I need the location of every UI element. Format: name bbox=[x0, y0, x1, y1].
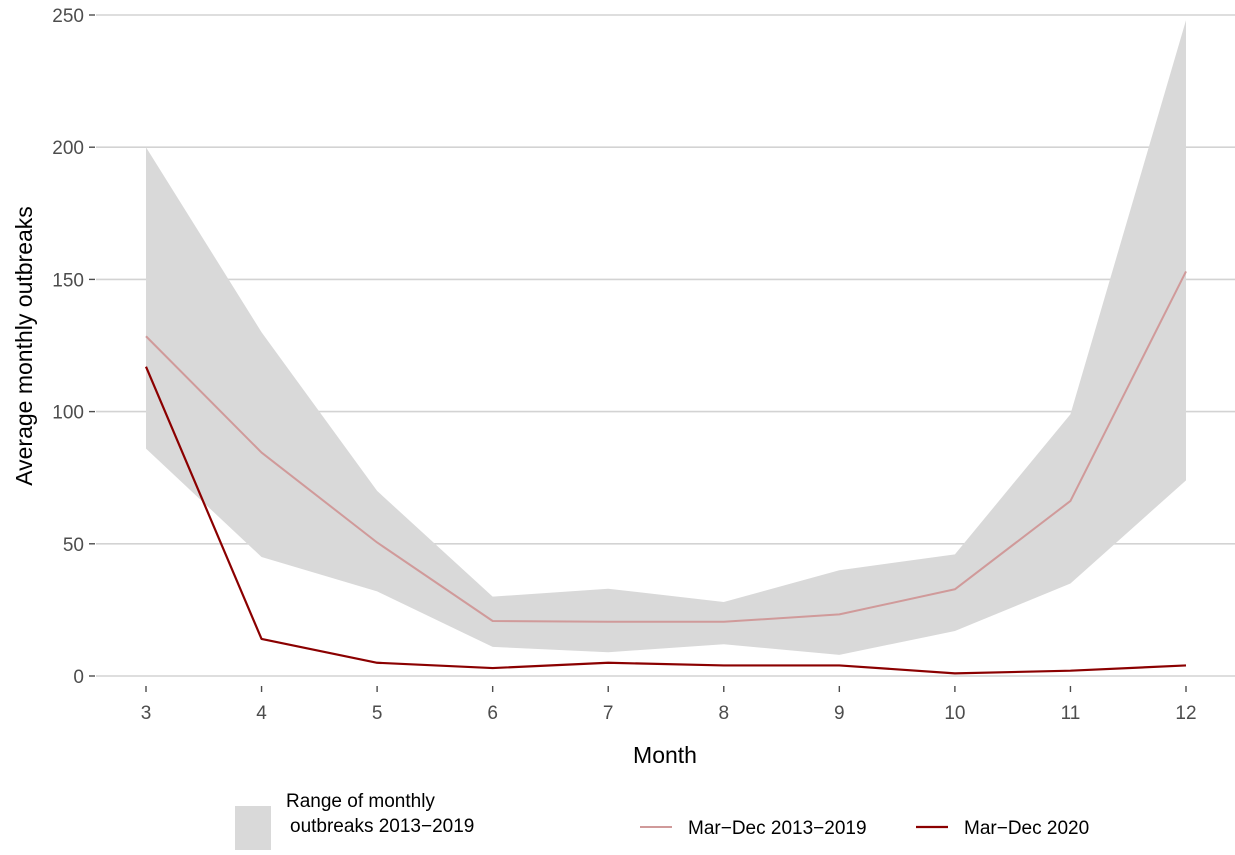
series-line-1 bbox=[144, 366, 1187, 675]
series-lines bbox=[144, 271, 1187, 675]
x-tick-label-3: 3 bbox=[141, 703, 152, 724]
series-line-0 bbox=[145, 271, 1187, 623]
x-axis-title: Month bbox=[633, 742, 697, 768]
x-tick-label-10: 10 bbox=[944, 703, 965, 724]
legend-label-band-line2: outbreaks 2013−2019 bbox=[290, 816, 474, 837]
x-tick-label-7: 7 bbox=[603, 703, 614, 724]
x-tick-label-12: 12 bbox=[1175, 703, 1196, 724]
legend: Range of monthly outbreaks 2013−2019 Mar… bbox=[235, 791, 1089, 850]
y-tick-label-150: 150 bbox=[52, 270, 84, 291]
y-tick-label-50: 50 bbox=[63, 535, 84, 556]
x-axis-ticks: 3 4 5 6 7 8 9 10 11 12 bbox=[141, 686, 1197, 724]
y-axis-title: Average monthly outbreaks bbox=[11, 206, 37, 486]
y-axis-ticks: 0 50 100 150 200 250 bbox=[52, 6, 95, 688]
legend-label-series-2020: Mar−Dec 2020 bbox=[964, 818, 1089, 839]
y-tick-label-100: 100 bbox=[52, 403, 84, 424]
legend-label-band-line1: Range of monthly bbox=[286, 791, 435, 812]
x-tick-label-4: 4 bbox=[256, 703, 267, 724]
x-tick-label-11: 11 bbox=[1061, 703, 1081, 724]
y-tick-label-0: 0 bbox=[73, 667, 84, 688]
range-band bbox=[146, 20, 1186, 655]
y-tick-label-200: 200 bbox=[52, 138, 84, 159]
x-tick-label-6: 6 bbox=[487, 703, 498, 724]
x-tick-label-5: 5 bbox=[372, 703, 383, 724]
legend-label-series-2013-2019: Mar−Dec 2013−2019 bbox=[688, 818, 867, 839]
y-tick-label-250: 250 bbox=[52, 6, 84, 27]
x-tick-label-8: 8 bbox=[718, 703, 729, 724]
legend-key-band bbox=[235, 806, 271, 850]
range-band-layer bbox=[146, 20, 1186, 655]
x-tick-label-9: 9 bbox=[834, 703, 845, 724]
